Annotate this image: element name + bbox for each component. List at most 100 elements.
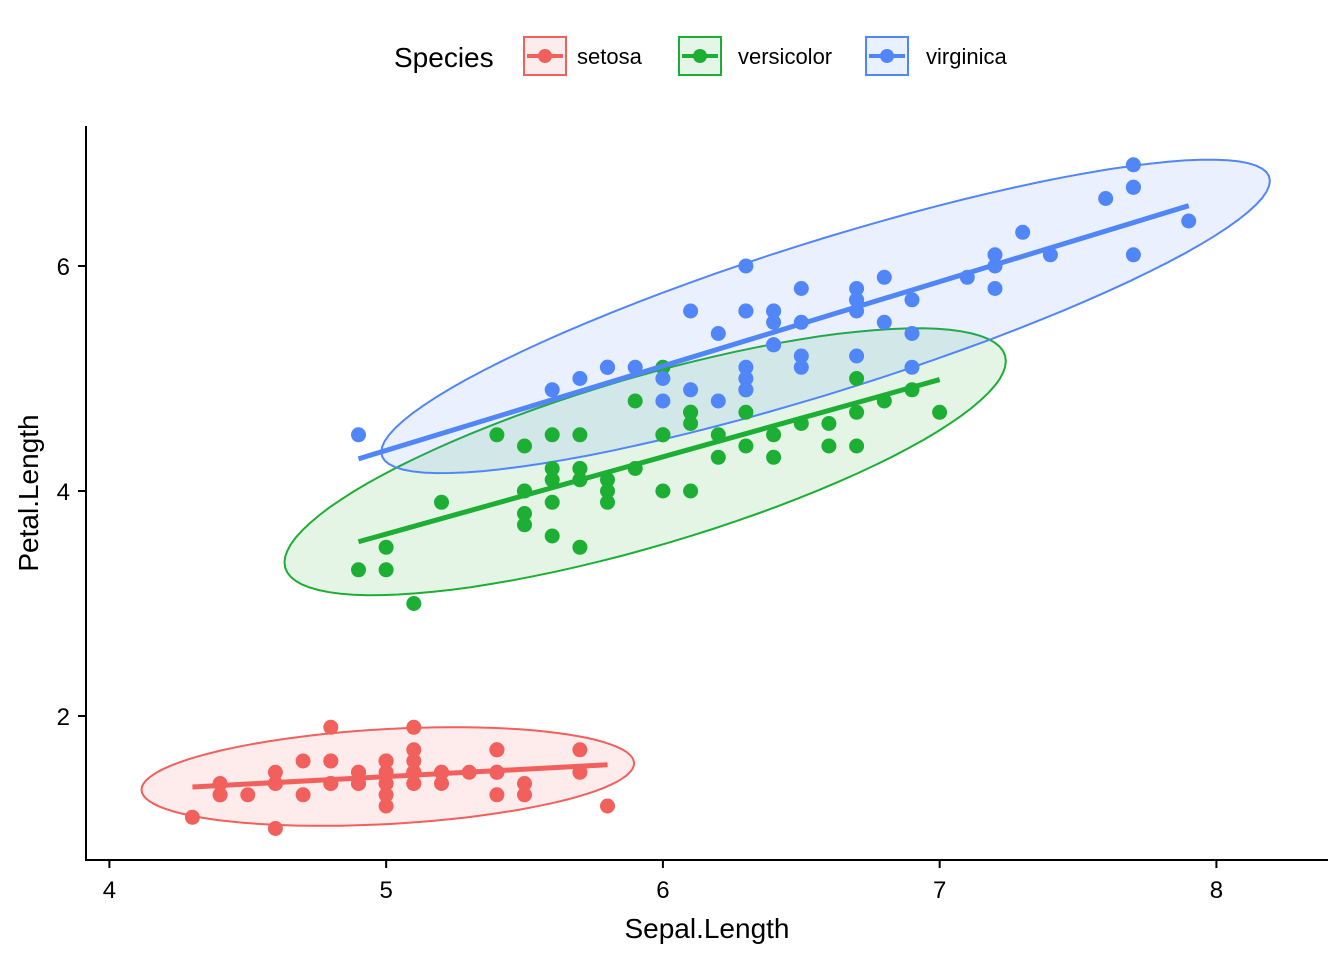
- point-virginica: [793, 281, 809, 296]
- y-axis-title: Petal.Length: [13, 414, 44, 571]
- point-virginica: [1015, 224, 1031, 240]
- point-virginica: [683, 303, 699, 319]
- point-versicolor: [627, 393, 643, 409]
- legend-label-versicolor: versicolor: [738, 44, 832, 69]
- point-versicolor: [572, 539, 588, 555]
- point-versicolor: [517, 517, 532, 533]
- point-virginica: [655, 393, 671, 409]
- point-versicolor: [517, 506, 532, 521]
- point-virginica: [766, 303, 782, 319]
- point-setosa: [295, 753, 311, 769]
- point-versicolor: [655, 427, 671, 443]
- legend-point-versicolor: [693, 49, 707, 63]
- point-virginica: [738, 371, 754, 386]
- confidence-ellipses: [140, 158, 1271, 827]
- point-versicolor: [849, 438, 865, 454]
- point-virginica: [710, 393, 726, 409]
- point-versicolor: [600, 472, 615, 488]
- regression-line-virginica: [357, 203, 1190, 462]
- point-setosa: [517, 776, 532, 791]
- legend-item-versicolor[interactable]: versicolor: [678, 36, 832, 76]
- point-versicolor: [572, 461, 588, 476]
- point-setosa: [517, 787, 532, 803]
- point-versicolor: [600, 483, 615, 499]
- y-axis-ticks: 2 4 6: [57, 254, 86, 731]
- point-virginica: [544, 382, 560, 398]
- point-versicolor: [655, 483, 671, 499]
- point-versicolor: [544, 427, 560, 443]
- point-versicolor: [849, 404, 865, 420]
- point-setosa: [406, 753, 422, 769]
- regression-line-setosa: [192, 762, 608, 790]
- point-virginica: [351, 427, 366, 443]
- point-versicolor: [821, 438, 837, 454]
- point-virginica: [600, 359, 615, 375]
- point-setosa: [240, 787, 256, 803]
- point-setosa: [406, 776, 422, 791]
- point-setosa: [184, 809, 200, 825]
- point-versicolor: [766, 427, 782, 443]
- point-virginica: [710, 326, 726, 341]
- point-versicolor: [544, 461, 560, 476]
- point-setosa: [489, 787, 505, 803]
- x-tick-label: 6: [656, 877, 669, 904]
- point-setosa: [267, 764, 283, 780]
- point-virginica: [766, 314, 782, 330]
- point-virginica: [904, 326, 920, 341]
- point-versicolor: [406, 596, 422, 611]
- x-tick-label: 4: [103, 877, 116, 904]
- point-virginica: [1098, 191, 1114, 206]
- point-virginica: [849, 281, 865, 296]
- point-versicolor: [710, 449, 726, 465]
- point-virginica: [738, 303, 754, 319]
- point-virginica: [987, 281, 1003, 296]
- point-virginica: [904, 292, 920, 308]
- legend-title: Species: [394, 42, 494, 73]
- point-versicolor: [544, 528, 560, 544]
- point-setosa: [489, 742, 505, 758]
- point-setosa: [323, 719, 339, 735]
- legend-item-virginica[interactable]: virginica: [865, 36, 1007, 76]
- y-tick-label: 2: [57, 704, 70, 731]
- x-tick-label: 8: [1210, 877, 1223, 904]
- point-versicolor: [849, 371, 865, 386]
- point-versicolor: [544, 494, 560, 510]
- point-virginica: [1181, 213, 1197, 229]
- point-setosa: [212, 787, 228, 803]
- point-setosa: [406, 742, 422, 758]
- point-versicolor: [517, 438, 532, 454]
- point-virginica: [904, 359, 920, 375]
- x-axis-title: Sepal.Length: [624, 913, 789, 944]
- point-setosa: [267, 821, 283, 836]
- point-virginica: [876, 314, 892, 330]
- point-versicolor: [600, 494, 615, 510]
- point-virginica: [572, 371, 588, 386]
- legend-label-virginica: virginica: [926, 44, 1007, 69]
- point-versicolor: [683, 483, 699, 499]
- point-virginica: [849, 348, 865, 364]
- point-setosa: [378, 776, 394, 791]
- x-axis-ticks: 4 5 6 7 8: [103, 860, 1223, 904]
- point-setosa: [378, 798, 394, 814]
- point-versicolor: [932, 404, 948, 420]
- point-virginica: [1125, 179, 1141, 195]
- data-points: [184, 157, 1197, 836]
- point-setosa: [600, 798, 615, 814]
- point-setosa: [295, 787, 311, 803]
- point-versicolor: [378, 562, 394, 578]
- point-versicolor: [683, 416, 699, 431]
- point-versicolor: [821, 416, 837, 431]
- legend-point-virginica: [880, 49, 894, 63]
- point-virginica: [738, 258, 754, 274]
- regression-lines: [192, 203, 1190, 790]
- legend-item-setosa[interactable]: setosa: [523, 36, 643, 76]
- point-virginica: [876, 269, 892, 285]
- point-versicolor: [544, 472, 560, 488]
- point-versicolor: [738, 438, 754, 454]
- point-versicolor: [738, 404, 754, 420]
- point-setosa: [572, 742, 588, 758]
- point-setosa: [323, 753, 339, 769]
- regression-line-versicolor: [357, 377, 941, 545]
- point-virginica: [1125, 157, 1141, 173]
- point-virginica: [655, 371, 671, 386]
